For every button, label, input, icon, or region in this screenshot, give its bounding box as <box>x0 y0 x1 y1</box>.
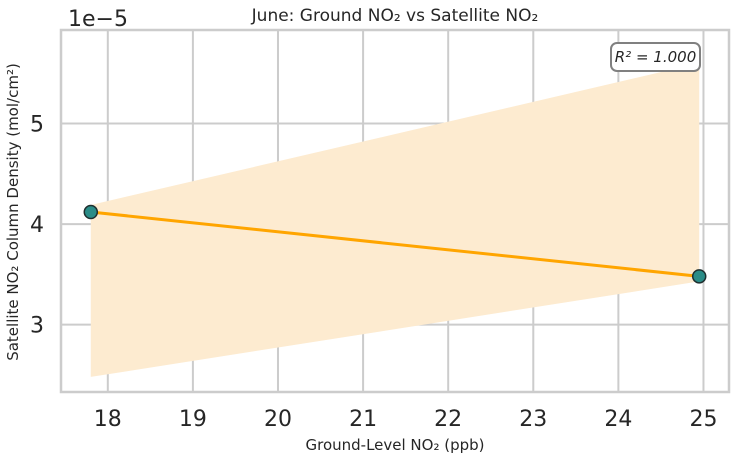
y-tick-label: 3 <box>30 314 44 339</box>
y-offset-label: 1e−5 <box>68 7 128 32</box>
x-tick-label: 18 <box>94 407 122 432</box>
x-tick-label: 22 <box>434 407 462 432</box>
y-axis-ticks: 3 4 5 <box>30 113 44 339</box>
x-tick-label: 21 <box>349 407 377 432</box>
x-tick-label: 20 <box>264 407 292 432</box>
r-squared-text: R² = 1.000 <box>615 48 696 66</box>
x-tick-label: 24 <box>604 407 632 432</box>
plot-frame <box>59 28 731 394</box>
y-tick-label: 5 <box>30 113 44 138</box>
y-axis-label: Satellite NO₂ Column Density (mol/cm²) <box>4 63 22 361</box>
confidence-band <box>90 63 700 377</box>
r-squared-annotation: R² = 1.000 <box>610 42 701 72</box>
fit-line-layer <box>90 210 700 278</box>
data-point <box>83 204 99 220</box>
data-point <box>691 269 707 284</box>
x-axis-label: Ground-Level NO₂ (ppb) <box>305 436 484 454</box>
x-tick-label: 23 <box>519 407 547 432</box>
confidence-band-layer <box>90 63 700 377</box>
x-tick-label: 19 <box>179 407 207 432</box>
x-tick-label: 25 <box>689 407 717 432</box>
fit-line <box>90 210 700 278</box>
x-axis-ticks: 18 19 20 21 22 23 24 25 <box>94 407 718 432</box>
chart-title: June: Ground NO₂ vs Satellite NO₂ <box>251 6 539 26</box>
y-tick-label: 4 <box>30 213 44 238</box>
points-layer <box>83 204 707 284</box>
annotation-box <box>610 42 701 72</box>
